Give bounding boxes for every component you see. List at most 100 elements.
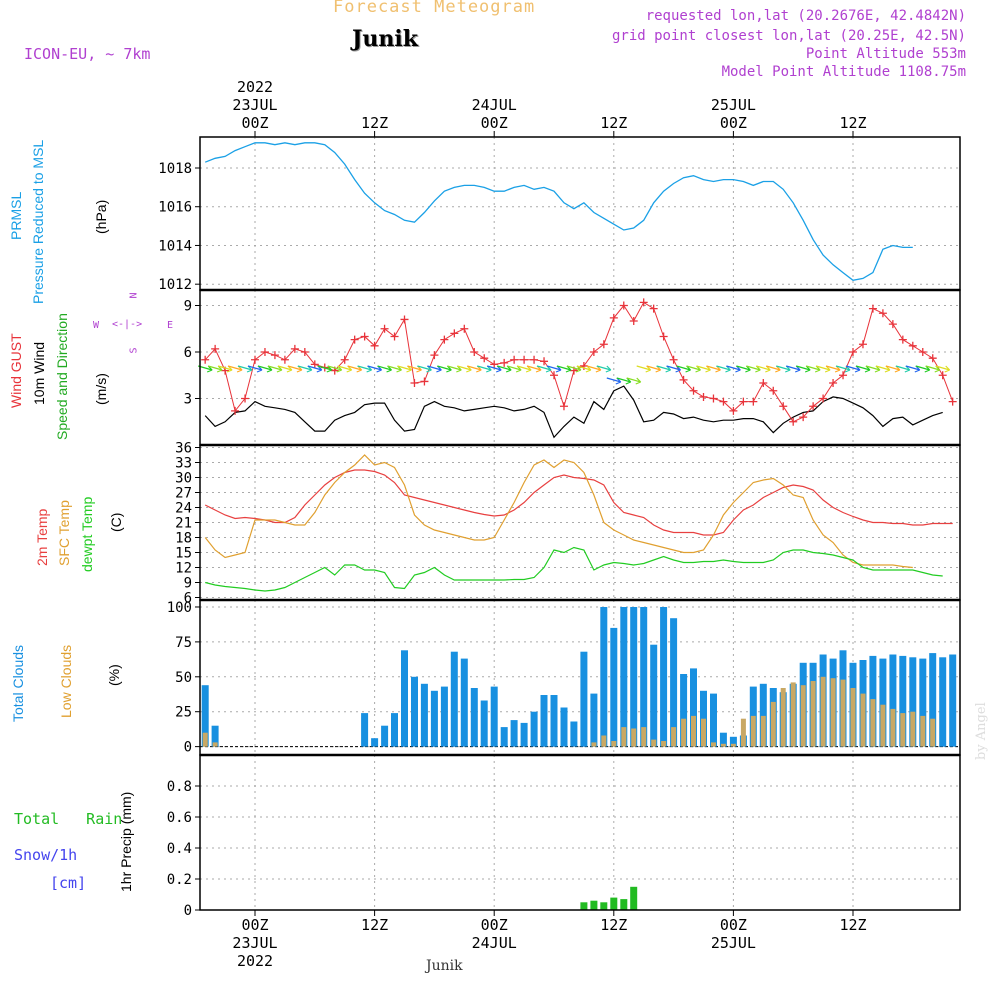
temp-sfc-line <box>204 454 913 569</box>
total-cloud-bar <box>530 711 538 747</box>
wind-gust-marker <box>649 304 658 313</box>
total-cloud-bar <box>640 607 648 747</box>
low-cloud-bar <box>780 688 786 747</box>
total-cloud-bar <box>401 650 408 747</box>
top-time-label: 00Z <box>241 114 268 132</box>
total-cloud-bar <box>660 607 668 747</box>
total-cloud-bar <box>670 618 678 747</box>
low-cloud-bar <box>591 742 597 747</box>
label-snow: Snow/1h <box>14 846 78 864</box>
bottom-time-label: 12Z <box>600 916 627 934</box>
total-cloud-bar <box>211 725 219 747</box>
low-cloud-bar <box>641 727 647 747</box>
y-tick-label: 24 <box>175 501 192 517</box>
total-cloud-bar <box>949 654 957 747</box>
y-tick-label: 15 <box>175 546 192 562</box>
low-cloud-bar <box>701 718 706 747</box>
wind-gust-marker <box>888 320 897 329</box>
low-cloud-bar <box>651 739 657 747</box>
low-cloud-bar <box>840 679 846 747</box>
wind-gust-marker <box>430 351 439 360</box>
low-cloud-bar <box>800 685 806 747</box>
wind-gust-marker <box>460 324 469 333</box>
wind-gust-marker <box>450 329 459 338</box>
wind-gust-marker <box>689 386 698 395</box>
total-cloud-bar <box>540 695 548 747</box>
top-time-label: 12Z <box>839 114 866 132</box>
wind-gust-marker <box>550 371 558 380</box>
label-snow-cm: [cm] <box>50 874 87 892</box>
total-cloud-bar <box>929 653 937 747</box>
bottom-time-label: 00Z <box>481 916 508 934</box>
total-cloud-bar <box>590 693 598 747</box>
y-tick-label: 18 <box>175 531 192 547</box>
total-cloud-bar <box>610 627 618 747</box>
y-tick-label: 100 <box>167 600 192 616</box>
total-cloud-bar <box>361 713 369 747</box>
wind-gust-marker <box>858 340 867 349</box>
low-cloud-bar <box>730 743 736 747</box>
model-altitude: Model Point Altitude 1108.75m <box>721 64 966 80</box>
low-cloud-bar <box>621 727 627 747</box>
total-cloud-bar <box>490 686 498 747</box>
y-tick-label: 6 <box>184 345 192 361</box>
wind-gust-marker <box>340 355 349 364</box>
wind-gust-marker <box>350 335 359 344</box>
y-tick-label: 3 <box>184 392 192 408</box>
top-time-label: 00Z <box>720 114 747 132</box>
rain-bar <box>580 902 588 911</box>
y-tick-label: 1014 <box>158 238 192 254</box>
wind-gust-marker <box>510 355 519 364</box>
bottom-time-label: 12Z <box>361 916 388 934</box>
requested-coords: requested lon,lat (20.2676E, 42.4842N) <box>645 8 966 24</box>
low-cloud-bar <box>711 742 716 747</box>
low-cloud-bar <box>810 681 816 747</box>
compass-east: E <box>167 320 174 331</box>
wind-gust-marker <box>878 309 887 318</box>
low-cloud-bar <box>910 711 916 747</box>
wind-gust-marker <box>470 348 479 356</box>
wind-gust-marker <box>709 394 718 403</box>
label-total-rain: Total Rain <box>14 810 123 828</box>
wind-gust-marker <box>819 394 828 403</box>
wind-direction-arrow <box>935 365 951 373</box>
wind-gust-marker <box>270 351 279 360</box>
low-cloud-bar <box>890 708 896 747</box>
total-cloud-bar <box>719 732 727 747</box>
bottom-time-label: 00Z <box>241 916 268 934</box>
low-cloud-bar <box>930 718 936 747</box>
wind-gust-marker <box>739 397 748 406</box>
y-tick-label: 33 <box>175 456 192 472</box>
total-cloud-bar <box>500 727 508 747</box>
wind-gust-marker <box>729 406 738 415</box>
total-cloud-bar <box>411 676 418 747</box>
top-time-label: 23JUL <box>232 96 277 114</box>
wind-gust-marker <box>310 360 319 369</box>
low-cloud-bar <box>631 728 637 747</box>
total-cloud-bar <box>879 658 887 747</box>
total-cloud-bar <box>650 644 658 747</box>
wind-gust-marker <box>440 335 449 344</box>
low-cloud-bar <box>740 718 746 747</box>
wind-gust-marker <box>420 377 429 386</box>
panel-frame <box>199 136 961 291</box>
wind-gust-marker <box>639 298 648 307</box>
rain-bar <box>600 902 608 911</box>
wind-gust-marker <box>231 406 240 415</box>
pressure-series-line <box>204 142 913 281</box>
low-cloud-bar <box>860 693 866 747</box>
top-time-label: 12Z <box>361 114 388 132</box>
temp-dewpt-line <box>205 546 943 592</box>
point-altitude: Point Altitude 553m <box>805 46 966 62</box>
compass-west: W <box>93 320 100 331</box>
bottom-time-label: 12Z <box>839 916 866 934</box>
chart-title: Forecast Meteogram <box>333 0 536 17</box>
low-cloud-bar <box>820 676 826 747</box>
rain-bar <box>590 900 598 910</box>
wind-gust-marker <box>201 355 210 364</box>
location-title: Junik <box>352 26 418 52</box>
total-cloud-bar <box>470 688 478 747</box>
wind-gust-marker <box>669 355 678 364</box>
low-cloud-bar <box>850 688 856 747</box>
